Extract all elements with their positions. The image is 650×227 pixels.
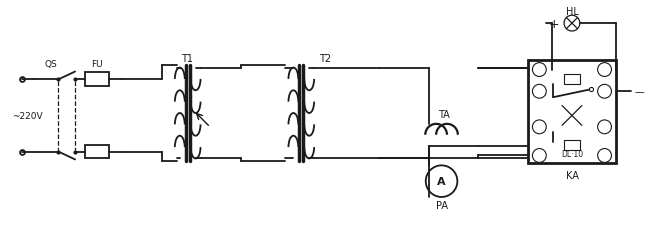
Text: FU: FU [91, 60, 103, 69]
Text: ~220V: ~220V [12, 111, 42, 121]
Text: T2: T2 [319, 53, 331, 63]
Bar [564, 75, 580, 85]
Bar [564, 140, 580, 150]
Circle shape [597, 120, 612, 134]
Text: QS: QS [45, 60, 58, 69]
Circle shape [597, 63, 612, 77]
Text: DL·10: DL·10 [561, 149, 583, 158]
Circle shape [597, 85, 612, 99]
Bar [85, 145, 109, 159]
Circle shape [532, 63, 546, 77]
Bar [528, 60, 616, 164]
Text: TA: TA [437, 109, 449, 119]
Bar [85, 73, 109, 87]
Text: KA: KA [566, 170, 578, 180]
Text: HL: HL [566, 7, 578, 17]
Circle shape [564, 16, 580, 32]
Text: —: — [634, 87, 644, 97]
Text: T1: T1 [181, 53, 192, 63]
Circle shape [532, 85, 546, 99]
Circle shape [426, 166, 458, 197]
Text: A: A [437, 176, 446, 186]
Circle shape [532, 120, 546, 134]
Text: PA: PA [436, 200, 448, 210]
Circle shape [532, 149, 546, 163]
Circle shape [597, 149, 612, 163]
Text: +: + [549, 17, 560, 30]
